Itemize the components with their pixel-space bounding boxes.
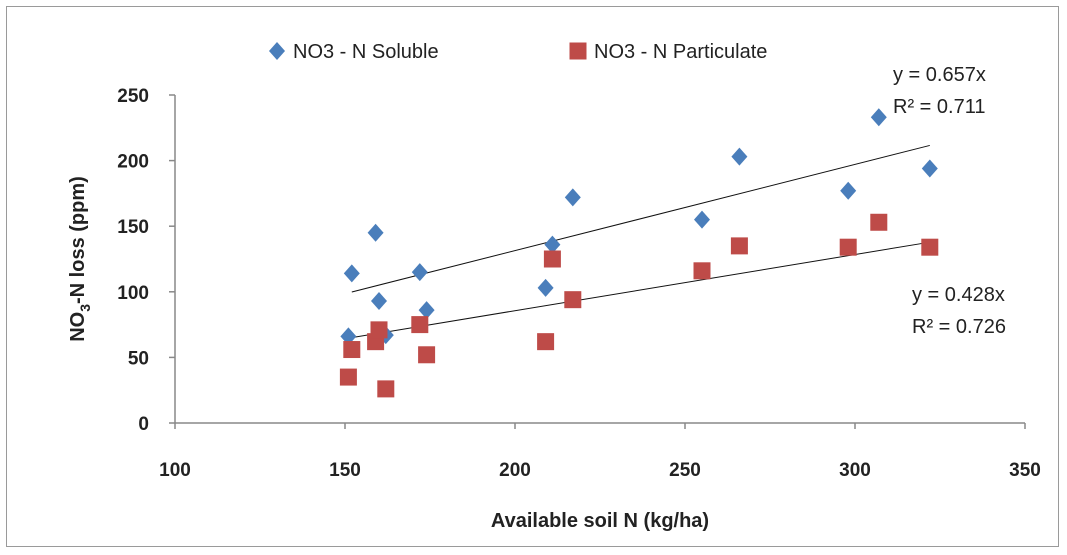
equation-particulate: y = 0.428x — [912, 284, 1005, 306]
r2-particulate: R² = 0.726 — [912, 316, 1006, 338]
data-point-1 — [377, 380, 395, 398]
data-point-0 — [340, 327, 357, 346]
x-axis-title: Available soil N (kg/ha) — [491, 510, 709, 532]
y-axis-title-main: NO — [67, 312, 89, 342]
trendline-0 — [351, 144, 930, 293]
data-point-0 — [418, 301, 435, 320]
data-point-1 — [730, 237, 748, 255]
data-point-0 — [343, 264, 360, 283]
data-point-0 — [921, 159, 938, 178]
data-point-0 — [564, 188, 581, 207]
chart-frame — [6, 6, 1059, 547]
data-point-1 — [370, 321, 388, 339]
data-point-0 — [367, 223, 384, 242]
data-point-0 — [870, 108, 887, 127]
legend-marker-shape-1 — [569, 42, 587, 60]
data-point-1 — [339, 368, 357, 386]
trendline-1 — [351, 241, 930, 339]
x-tick-label: 250 — [669, 460, 701, 481]
y-axis-title-rest: -N loss (ppm) — [67, 176, 89, 304]
trendlines — [351, 144, 930, 339]
data-point-1 — [418, 346, 436, 364]
legend-marker-soluble — [269, 42, 285, 60]
y-tick-label: 250 — [117, 86, 149, 107]
data-points — [339, 108, 939, 398]
legend-marker-shape-0 — [269, 42, 285, 60]
equation-soluble: y = 0.657x — [893, 64, 986, 86]
legend-label-soluble: NO3 - N Soluble — [293, 41, 439, 63]
data-point-0 — [411, 263, 428, 282]
data-point-1 — [839, 238, 857, 256]
y-tick-label: 100 — [117, 283, 149, 304]
y-tick-label: 0 — [138, 414, 149, 435]
axis-ticks: 100 150 200 250 300 350 0 50 100 150 200 250 — [117, 86, 1041, 481]
y-axis-title-sub: 3 — [77, 304, 93, 312]
r2-soluble: R² = 0.711 — [893, 96, 985, 118]
data-point-1 — [870, 213, 888, 231]
legend-marker-particulate — [569, 42, 587, 60]
data-point-0 — [694, 210, 710, 229]
x-tick-label: 100 — [159, 460, 191, 481]
y-tick-label: 150 — [117, 217, 149, 238]
data-point-1 — [921, 238, 939, 256]
data-point-1 — [411, 316, 429, 334]
data-point-1 — [564, 291, 582, 309]
data-point-1 — [343, 341, 361, 359]
legend: NO3 - N Soluble NO3 - N Particulate — [269, 41, 767, 63]
data-point-1 — [543, 250, 561, 268]
data-point-0 — [537, 278, 554, 297]
x-tick-label: 200 — [499, 460, 531, 481]
data-point-0 — [840, 181, 857, 200]
x-tick-label: 350 — [1009, 460, 1041, 481]
y-axis-title: NO3-N loss (ppm) — [67, 176, 93, 342]
data-point-1 — [537, 333, 555, 351]
y-tick-label: 200 — [117, 152, 149, 173]
x-tick-label: 300 — [839, 460, 871, 481]
x-tick-label: 150 — [329, 460, 361, 481]
data-point-0 — [544, 235, 561, 254]
data-point-1 — [693, 262, 711, 280]
data-point-0 — [371, 291, 387, 310]
y-tick-label: 50 — [128, 348, 149, 369]
data-point-0 — [731, 147, 748, 166]
legend-label-particulate: NO3 - N Particulate — [594, 41, 767, 63]
